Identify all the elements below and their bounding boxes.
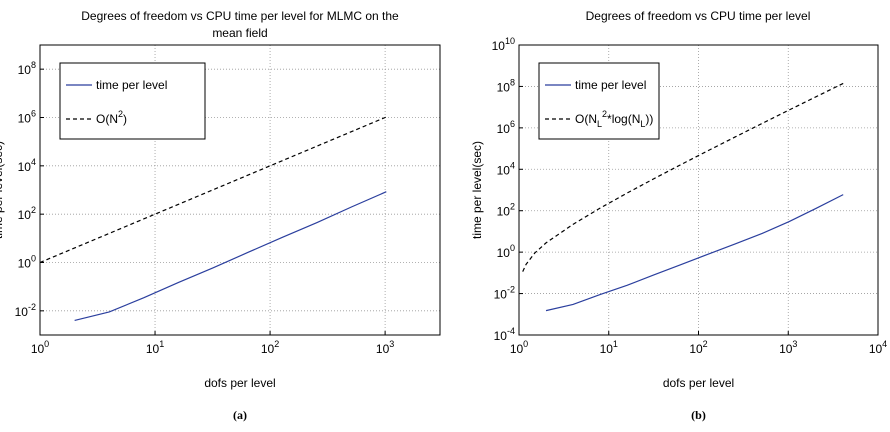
- x-tick-label: 103: [779, 339, 797, 356]
- y-tick-label: 106: [18, 109, 36, 126]
- y-axis-label: time per level(sec): [0, 141, 5, 239]
- y-tick-label: 104: [497, 160, 515, 177]
- y-tick-label: 106: [497, 119, 515, 136]
- x-tick-label: 100: [31, 339, 49, 356]
- caption: (b): [691, 408, 706, 422]
- series-line: [545, 194, 844, 312]
- x-tick-label: 104: [869, 339, 887, 356]
- y-tick-label: 108: [18, 60, 36, 77]
- y-tick-label: 10-4: [494, 326, 515, 343]
- chart-title: Degrees of freedom vs CPU time per level: [585, 9, 811, 23]
- legend-label: time per level: [575, 78, 646, 92]
- legend-label: O(N2): [96, 109, 127, 126]
- x-tick-label: 100: [510, 339, 528, 356]
- y-tick-label: 100: [497, 243, 515, 260]
- plot-frame: [39, 44, 441, 336]
- x-axis-label: dofs per level: [663, 376, 734, 390]
- y-tick-label: 104: [18, 157, 36, 174]
- chart-title: Degrees of freedom vs CPU time per level…: [81, 9, 399, 40]
- y-tick-label: 102: [497, 202, 515, 219]
- series-line: [522, 82, 844, 272]
- y-tick-label: 108: [497, 77, 515, 94]
- y-tick-label: 1010: [492, 36, 515, 53]
- y-axis-label: time per level(sec): [470, 141, 484, 239]
- caption: (a): [233, 408, 247, 422]
- y-tick-label: 10-2: [494, 285, 515, 302]
- y-tick-label: 100: [18, 254, 36, 271]
- x-tick-label: 101: [600, 339, 618, 356]
- y-tick-label: 102: [18, 205, 36, 222]
- legend-label: O(NL2*log(NL)): [575, 109, 653, 129]
- x-tick-label: 101: [146, 339, 164, 356]
- legend-box: [538, 62, 660, 140]
- y-tick-label: 10-2: [15, 302, 36, 319]
- x-tick-label: 102: [261, 339, 279, 356]
- series-line: [74, 191, 387, 322]
- legend-box: [59, 62, 206, 140]
- plot-frame: [518, 44, 879, 336]
- x-axis-label: dofs per level: [204, 376, 275, 390]
- legend-label: time per level: [96, 78, 167, 92]
- x-tick-label: 102: [689, 339, 707, 356]
- x-tick-label: 103: [376, 339, 394, 356]
